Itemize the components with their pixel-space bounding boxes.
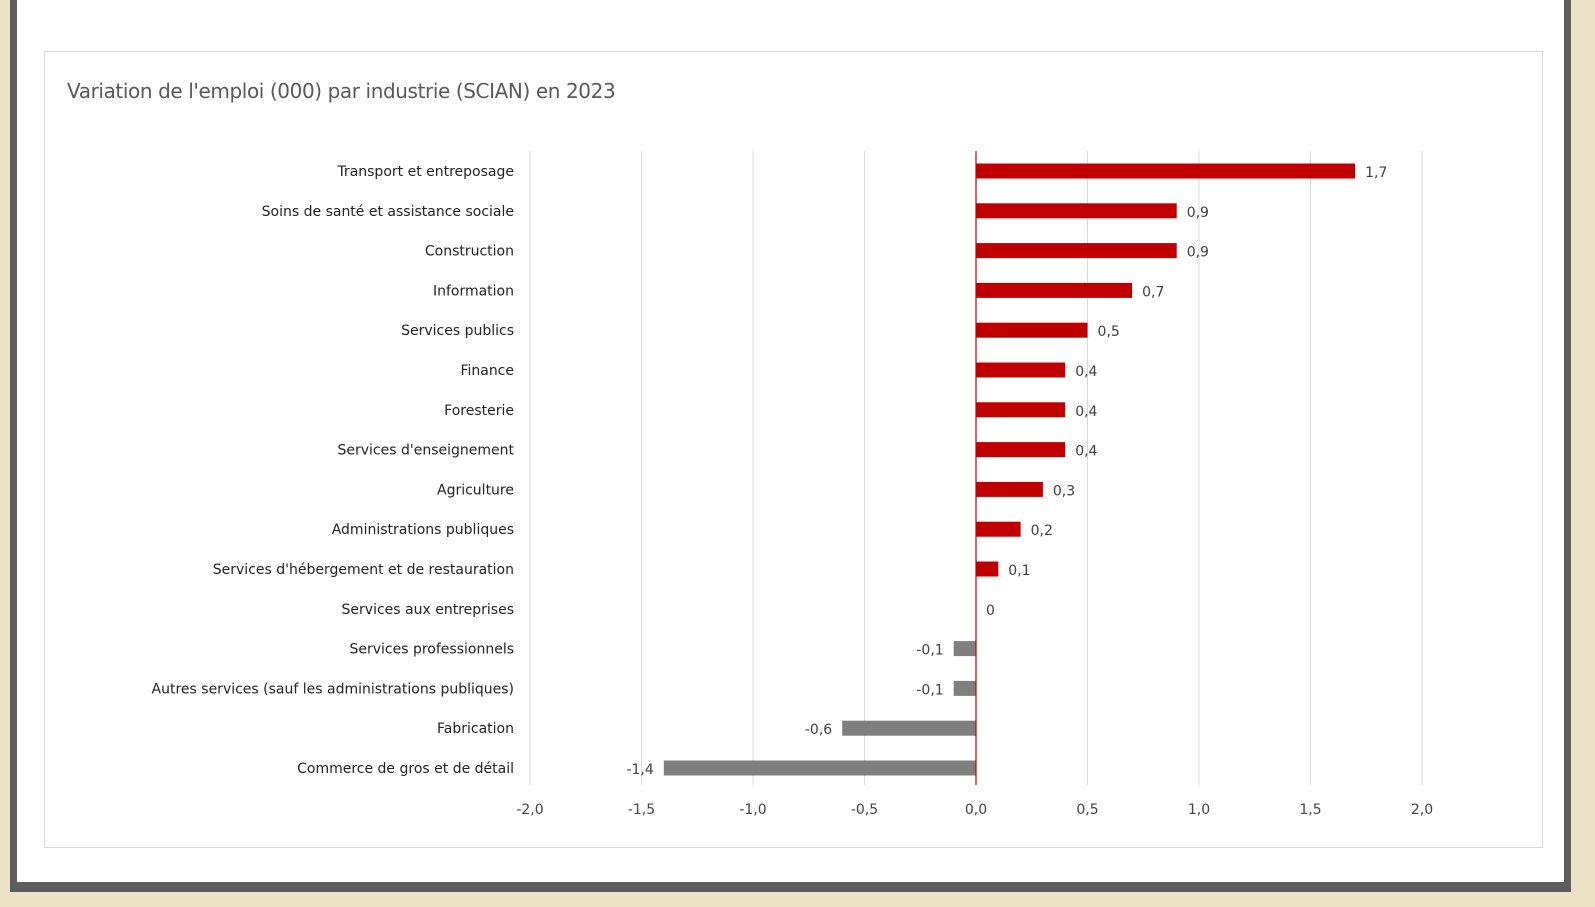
bar — [842, 720, 976, 736]
category-label: Commerce de gros et de détail — [297, 761, 514, 777]
category-label: Foresterie — [444, 403, 514, 419]
data-label: 0,9 — [1187, 245, 1209, 261]
data-label: 0,3 — [1053, 483, 1075, 499]
x-tick-label: 2,0 — [1411, 802, 1433, 818]
bar — [976, 362, 1066, 378]
category-label: Agriculture — [437, 482, 514, 498]
category-label: Services aux entreprises — [342, 602, 514, 618]
category-label: Services d'hébergement et de restauratio… — [213, 562, 514, 578]
data-label: -1,4 — [626, 762, 653, 778]
data-label: 0,9 — [1187, 205, 1209, 221]
bar — [976, 203, 1177, 219]
bar — [976, 402, 1066, 418]
x-tick-label: 1,0 — [1188, 802, 1210, 818]
x-tick-label: -1,5 — [628, 802, 655, 818]
data-label: 0,4 — [1075, 364, 1097, 380]
chart-title: Variation de l'emploi (000) par industri… — [67, 79, 616, 103]
category-label: Autres services (sauf les administration… — [152, 681, 514, 697]
data-label: -0,1 — [916, 682, 943, 698]
data-label: 1,7 — [1365, 165, 1387, 181]
category-label: Fabrication — [437, 721, 514, 737]
data-label: -0,1 — [916, 643, 943, 659]
bar — [953, 641, 976, 657]
category-label: Information — [433, 283, 514, 299]
bar — [976, 521, 1021, 537]
bar — [976, 481, 1043, 497]
data-label: 0,7 — [1142, 284, 1164, 300]
x-tick-label: 0,5 — [1076, 802, 1098, 818]
bar — [663, 760, 976, 776]
data-label: 0,2 — [1031, 523, 1053, 539]
data-label: 0,1 — [1008, 563, 1030, 579]
bar — [976, 243, 1177, 259]
data-label: 0,4 — [1075, 404, 1097, 420]
bar — [976, 322, 1088, 338]
x-tick-label: -1,0 — [739, 802, 766, 818]
chart-panel — [44, 51, 1543, 848]
category-label: Transport et entreposage — [336, 164, 514, 180]
bar — [976, 442, 1066, 458]
data-label: 0 — [986, 603, 995, 619]
bar — [976, 282, 1133, 298]
x-tick-label: 1,5 — [1299, 802, 1321, 818]
category-label: Services d'enseignement — [338, 443, 515, 459]
x-tick-label: 0,0 — [965, 802, 987, 818]
data-label: -0,6 — [805, 722, 832, 738]
bar — [976, 163, 1356, 179]
category-label: Finance — [460, 363, 514, 379]
category-label: Services professionnels — [349, 642, 514, 658]
data-label: 0,4 — [1075, 444, 1097, 460]
category-label: Services publics — [401, 323, 514, 339]
category-label: Construction — [425, 244, 514, 260]
x-tick-label: -0,5 — [851, 802, 878, 818]
data-label: 0,5 — [1098, 324, 1120, 340]
x-tick-label: -2,0 — [516, 802, 543, 818]
bar — [976, 561, 999, 577]
category-label: Administrations publiques — [332, 522, 514, 538]
category-label: Soins de santé et assistance sociale — [262, 204, 514, 220]
bar — [953, 680, 976, 696]
